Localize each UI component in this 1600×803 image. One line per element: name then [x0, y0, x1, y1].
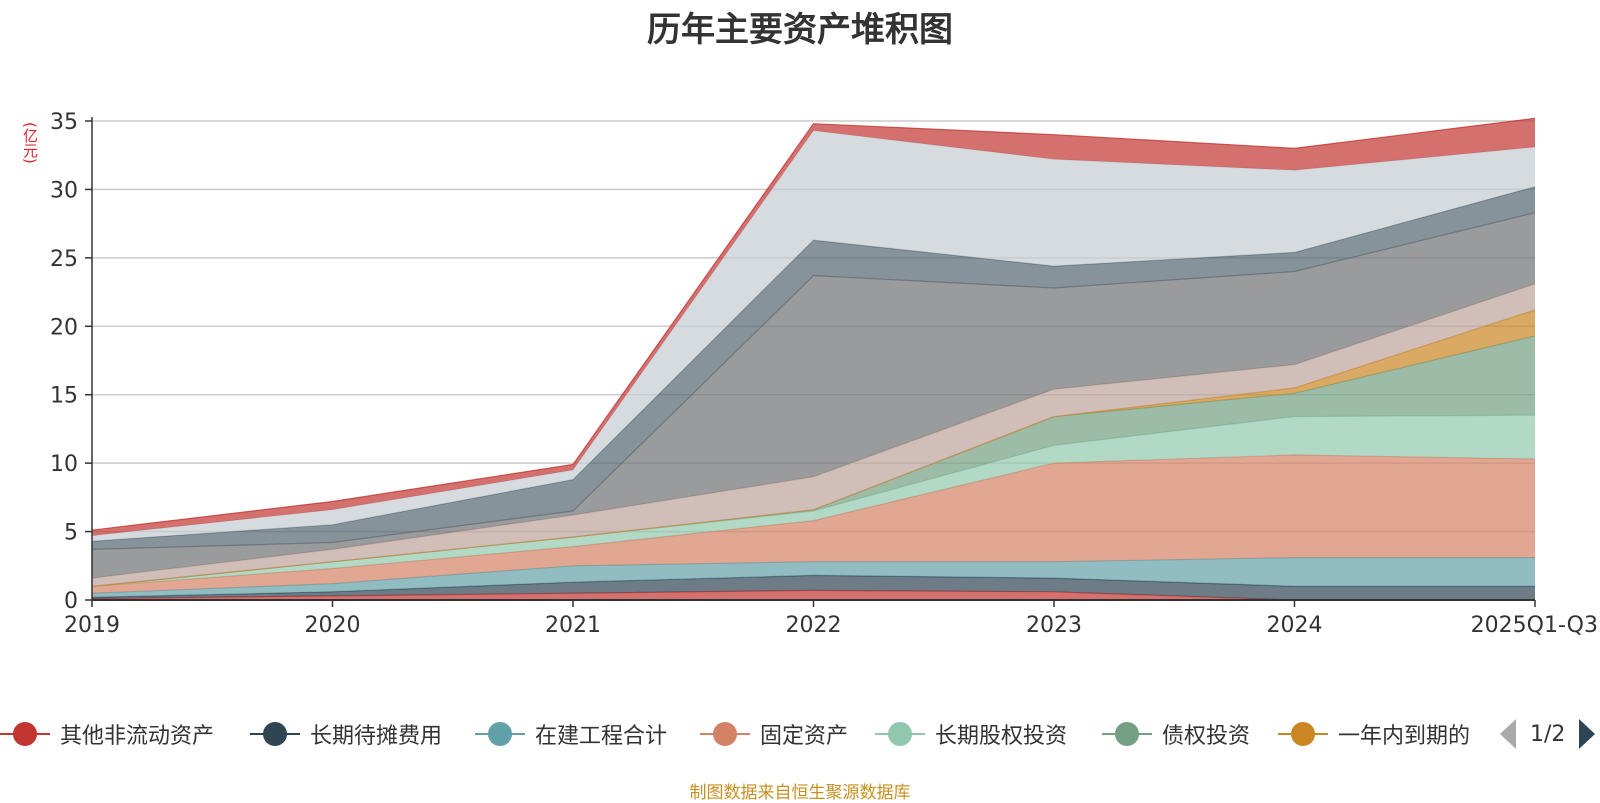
legend-label: 在建工程合计 — [535, 724, 668, 749]
series-line-11 — [91, 117, 1536, 531]
y-tick-label: 5 — [64, 521, 78, 546]
area-series-1 — [92, 575, 1535, 600]
legend-item[interactable]: 债权投资 — [1102, 716, 1250, 752]
legend-label: 债权投资 — [1162, 724, 1251, 749]
legend-label: 其他非流动资产 — [60, 724, 215, 749]
y-axis-unit: (亿元) — [21, 122, 39, 164]
legend-swatch-icon — [1102, 716, 1152, 752]
x-tick-label: 2024 — [1267, 613, 1323, 638]
x-tick-label: 2021 — [545, 613, 601, 638]
y-tick-label: 0 — [64, 589, 78, 614]
legend-item[interactable]: 固定资产 — [700, 716, 848, 752]
x-tick-label: 2022 — [786, 613, 842, 638]
data-source-note: 制图数据来自恒生聚源数据库 — [689, 783, 911, 803]
legend-item[interactable]: 一年内到期的 — [1278, 716, 1470, 752]
legend-item[interactable]: 长期待摊费用 — [250, 716, 442, 752]
prev-page-icon[interactable] — [1500, 719, 1516, 749]
area-series-8 — [92, 212, 1535, 579]
legend-label: 一年内到期的 — [1338, 724, 1471, 749]
legend-label: 固定资产 — [760, 724, 849, 749]
area-series-11 — [92, 118, 1535, 536]
legend-swatch-icon — [1278, 716, 1328, 752]
legend-page-indicator: 1/2 — [1530, 721, 1566, 747]
legend-item[interactable]: 其他非流动资产 — [0, 716, 214, 752]
legend-swatch-icon — [700, 716, 750, 752]
area-series-10 — [92, 130, 1535, 542]
legend-label: 长期待摊费用 — [310, 724, 443, 749]
legend-label: 长期股权投资 — [935, 724, 1068, 749]
x-tick-label: 2025Q1-Q3 — [1471, 613, 1598, 638]
x-tick-label: 2023 — [1026, 613, 1082, 638]
y-tick-label: 35 — [50, 110, 78, 135]
area-series-4 — [92, 415, 1535, 587]
stacked-area-chart: 0 5 10 15 20 25 30 35 2019 2020 2021 2022 2023 2024 20… — [50, 110, 1598, 638]
legend-swatch-icon — [250, 716, 300, 752]
y-tick-label: 15 — [50, 384, 78, 409]
next-page-icon[interactable] — [1579, 719, 1596, 749]
y-tick-label: 30 — [50, 178, 78, 203]
x-tick-label: 2020 — [305, 613, 361, 638]
legend-pager: 1/2 — [1500, 716, 1596, 752]
legend-item[interactable]: 长期股权投资 — [875, 716, 1067, 752]
legend-swatch-icon — [0, 716, 50, 752]
y-tick-label: 25 — [50, 247, 78, 272]
x-tick-label: 2019 — [64, 613, 120, 638]
legend: 其他非流动资产 长期待摊费用 在建工程合计 固定资产 长期股权投资 债权投资 — [0, 716, 1600, 752]
area-series-2 — [92, 557, 1535, 598]
chart-title: 历年主要资产堆积图 — [647, 10, 953, 50]
legend-item[interactable]: 在建工程合计 — [475, 716, 667, 752]
y-tick-label: 10 — [50, 452, 78, 477]
area-series-0 — [92, 590, 1535, 600]
legend-swatch-icon — [875, 716, 925, 752]
area-series-3 — [92, 454, 1535, 594]
y-tick-label: 20 — [50, 315, 78, 340]
area-series-9 — [92, 186, 1535, 550]
legend-swatch-icon — [475, 716, 525, 752]
